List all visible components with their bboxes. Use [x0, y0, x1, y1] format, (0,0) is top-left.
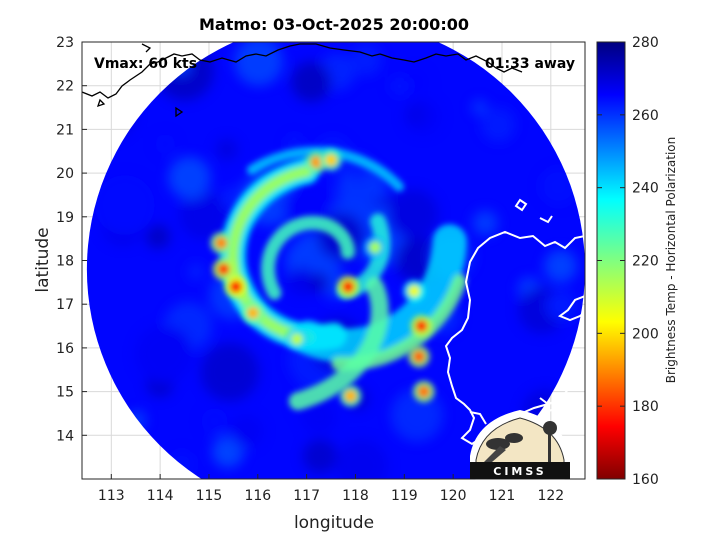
y-tick-label: 20	[56, 166, 74, 182]
convective-cell	[246, 306, 259, 319]
vmax-annotation: Vmax: 60 kts	[94, 56, 197, 72]
chart-title: Matmo: 03-Oct-2025 20:00:00	[199, 15, 469, 34]
y-tick-label: 18	[56, 254, 74, 270]
colorbar-tick-label: 260	[632, 108, 659, 124]
convective-cell	[415, 320, 428, 333]
colorbar-tick-label: 220	[632, 254, 659, 270]
texture-blob	[546, 290, 577, 322]
x-axis-ticks: 113 114 115 116 117 118 119 120 121 122	[98, 474, 564, 504]
x-tick-label: 117	[293, 488, 320, 504]
rain-band	[288, 277, 389, 411]
x-tick-label: 115	[196, 488, 223, 504]
convective-cell	[215, 237, 228, 250]
y-axis-ticks: 14 15 16 17 18 19 20 21 22 23	[56, 35, 87, 444]
texture-blob	[335, 439, 388, 479]
colorbar-tick-label: 160	[632, 472, 659, 488]
y-tick-label: 16	[56, 341, 74, 357]
texture-blob	[302, 439, 338, 474]
rain-band	[260, 215, 355, 300]
texture-blob	[95, 175, 155, 235]
convective-cell	[217, 263, 230, 276]
convective-cell	[310, 156, 323, 169]
y-tick-label: 14	[56, 428, 74, 444]
texture-blob	[155, 134, 176, 155]
x-tick-label: 114	[147, 488, 174, 504]
texture-blob	[308, 272, 330, 293]
texture-blob	[390, 388, 444, 442]
x-axis-label: longitude	[294, 513, 374, 533]
time-offset-annotation: 01:33 away	[485, 56, 575, 72]
x-tick-label: 118	[342, 488, 369, 504]
convective-cell	[408, 285, 421, 298]
colorbar-label: Brightness Temp - Horizontal Polarizatio…	[664, 137, 678, 384]
y-axis-label: latitude	[33, 227, 53, 292]
convective-cell	[412, 350, 425, 363]
x-tick-label: 120	[440, 488, 467, 504]
colorbar-tick-label: 180	[632, 399, 659, 415]
convective-cell	[325, 153, 338, 166]
texture-blob	[481, 107, 516, 143]
y-tick-label: 23	[56, 35, 74, 51]
x-tick-label: 122	[537, 488, 564, 504]
coastline-china	[82, 43, 523, 118]
texture-blob	[300, 398, 338, 435]
y-tick-label: 19	[56, 210, 74, 226]
colorbar-tick-label: 240	[632, 181, 659, 197]
texture-blob	[471, 99, 488, 116]
texture-blob	[201, 408, 228, 435]
x-tick-label: 119	[391, 488, 418, 504]
texture-blob	[200, 342, 260, 402]
convective-cell	[342, 280, 355, 293]
x-tick-label: 113	[98, 488, 125, 504]
texture-blob	[229, 414, 264, 448]
texture-blob	[544, 249, 578, 283]
convective-cell	[290, 333, 303, 346]
convective-cell	[229, 280, 242, 293]
texture-blob	[168, 156, 211, 199]
texture-blob	[387, 189, 439, 240]
texture-blob	[287, 266, 316, 296]
x-tick-label: 121	[489, 488, 516, 504]
texture-blob	[472, 210, 498, 236]
rain-band	[226, 165, 315, 344]
cimss-logo: CIMSS	[470, 410, 570, 480]
rain-band	[291, 224, 467, 363]
cimss-logo-text: CIMSS	[493, 465, 546, 478]
y-tick-label: 22	[56, 79, 74, 95]
brightness-temp-swath	[86, 42, 585, 479]
colorbar-ticks: 160 180 200 220 240 260 280	[597, 35, 659, 488]
texture-blob	[179, 191, 228, 240]
x-tick-label: 116	[244, 488, 271, 504]
colorbar-tick-label: 280	[632, 35, 659, 51]
texture-blob	[234, 42, 283, 86]
texture-blob	[389, 75, 410, 97]
convective-cell	[369, 241, 382, 254]
y-tick-label: 15	[56, 385, 74, 401]
texture-blob	[187, 263, 205, 281]
y-tick-label: 21	[56, 122, 74, 138]
convective-cell	[344, 389, 357, 402]
texture-blob	[404, 103, 428, 127]
y-tick-label: 17	[56, 297, 74, 313]
texture-blob	[145, 224, 171, 249]
colorbar-tick-label: 200	[632, 326, 659, 342]
convective-cell	[417, 385, 430, 398]
texture-blob	[215, 138, 238, 161]
texture-blob	[135, 324, 194, 384]
texture-blob	[291, 61, 332, 102]
